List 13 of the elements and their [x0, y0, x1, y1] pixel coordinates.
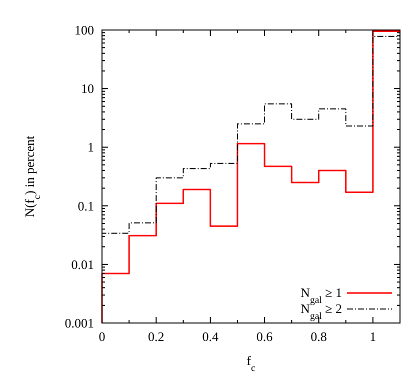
x-tick-label: 0	[98, 329, 106, 344]
y-tick-label: 0.1	[78, 198, 94, 214]
x-axis-title: f$_{c}$	[246, 353, 256, 374]
x-tick-label: 1	[370, 329, 376, 344]
y-tick-label: 10	[81, 81, 94, 96]
x-tick-label: 0.8	[310, 329, 327, 344]
x-tick-label: 0.4	[202, 329, 219, 344]
x-tick-label: 0.6	[256, 329, 274, 344]
y-tick-label: 0.01	[71, 256, 94, 272]
y-tick-label: 1	[88, 140, 94, 155]
x-tick-label: 0.2	[148, 329, 164, 344]
y-tick-label: 0.001	[64, 316, 94, 330]
y-tick-label: 100	[74, 22, 94, 38]
